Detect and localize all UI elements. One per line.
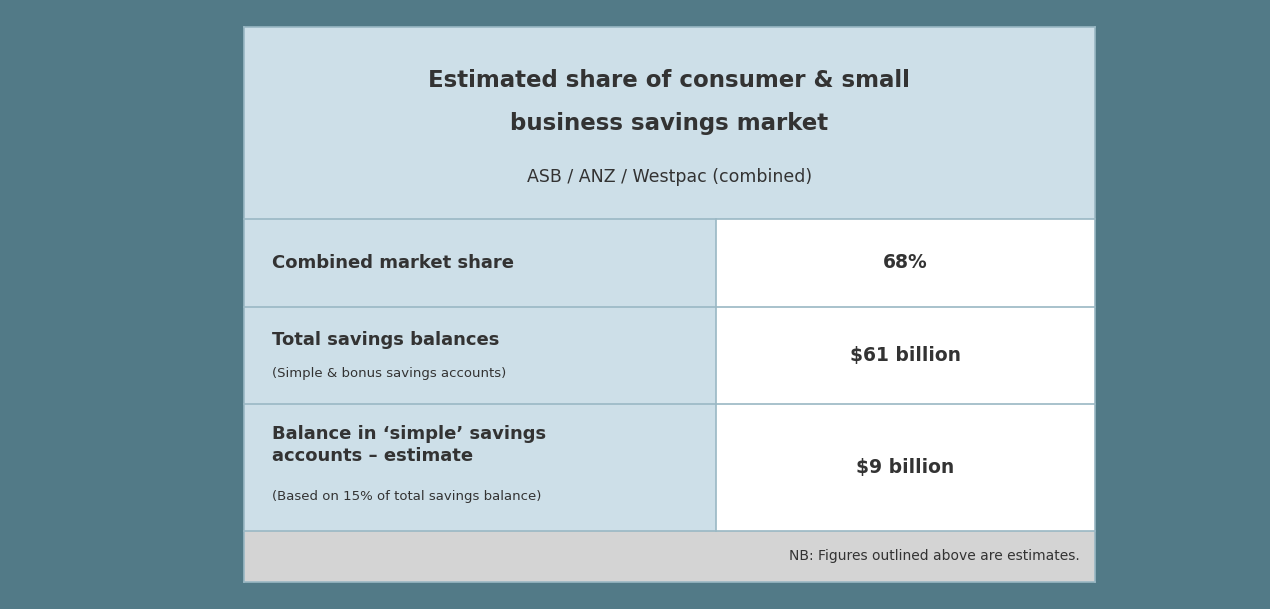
FancyBboxPatch shape	[244, 27, 1095, 219]
Text: 68%: 68%	[883, 253, 928, 272]
FancyBboxPatch shape	[716, 219, 1095, 307]
Text: (Simple & bonus savings accounts): (Simple & bonus savings accounts)	[272, 367, 505, 379]
FancyBboxPatch shape	[244, 307, 716, 404]
Text: ASB / ANZ / Westpac (combined): ASB / ANZ / Westpac (combined)	[527, 167, 812, 186]
Text: (Based on 15% of total savings balance): (Based on 15% of total savings balance)	[272, 490, 541, 503]
FancyBboxPatch shape	[244, 404, 716, 530]
FancyBboxPatch shape	[244, 530, 1095, 582]
Text: $9 billion: $9 billion	[856, 458, 955, 477]
Text: Estimated share of consumer & small: Estimated share of consumer & small	[428, 69, 911, 93]
Text: Balance in ‘simple’ savings
accounts – estimate: Balance in ‘simple’ savings accounts – e…	[272, 424, 546, 465]
Text: $61 billion: $61 billion	[850, 346, 961, 365]
FancyBboxPatch shape	[716, 307, 1095, 404]
FancyBboxPatch shape	[716, 404, 1095, 530]
Text: Total savings balances: Total savings balances	[272, 331, 499, 349]
Text: business savings market: business savings market	[511, 111, 828, 135]
Text: NB: Figures outlined above are estimates.: NB: Figures outlined above are estimates…	[789, 549, 1080, 563]
FancyBboxPatch shape	[244, 219, 716, 307]
Text: Combined market share: Combined market share	[272, 254, 514, 272]
